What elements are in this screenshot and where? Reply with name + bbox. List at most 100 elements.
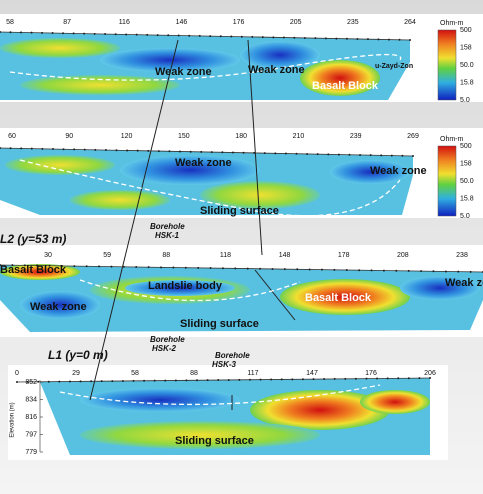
electrode — [60, 264, 63, 267]
x-tick-label: 205 — [290, 19, 302, 26]
borehole: HSK-2 — [152, 344, 177, 353]
electrode — [369, 154, 372, 157]
electrode — [26, 380, 29, 383]
electrode — [121, 379, 124, 382]
electrode — [122, 265, 125, 268]
x-tick-label: 117 — [247, 370, 258, 377]
electrode — [0, 264, 1, 266]
electrode — [271, 267, 274, 270]
y-axis-title: Elevation (m) — [10, 402, 16, 437]
electrode — [209, 35, 212, 38]
electrode — [380, 154, 383, 157]
electrode — [36, 264, 39, 267]
colorbar-unit: Ohm-m — [440, 20, 464, 27]
electrode — [348, 153, 351, 156]
electrode — [345, 37, 348, 40]
x-tick-label: 208 — [397, 252, 409, 259]
electrode — [409, 39, 411, 41]
electrode — [401, 154, 404, 157]
colorbar-unit: Ohm-m — [440, 136, 464, 143]
x-tick-label: 88 — [190, 370, 198, 377]
electrode — [217, 379, 220, 382]
electrode — [377, 38, 380, 41]
electrode — [283, 268, 286, 271]
electrode — [382, 269, 385, 272]
electrode — [62, 148, 65, 151]
label: Sliding surface — [200, 205, 279, 217]
x-tick-label: 30 — [44, 252, 52, 259]
electrode — [104, 33, 107, 36]
electrode — [0, 147, 1, 149]
electrode — [418, 377, 421, 380]
x-tick-label: 176 — [365, 370, 377, 377]
electrode — [48, 264, 51, 267]
label: Weak zone — [370, 165, 427, 177]
label: Basalt Block — [305, 292, 372, 304]
electrode — [94, 148, 97, 151]
colorbar-label: 158 — [460, 160, 472, 167]
electrode — [221, 151, 224, 154]
section-3 — [0, 264, 483, 332]
colorbar-label: 158 — [460, 44, 472, 51]
electrode — [93, 32, 96, 35]
electrode — [323, 378, 326, 381]
x-tick-label: 60 — [8, 133, 16, 140]
x-tick-label: 59 — [103, 252, 111, 259]
label: Basalt Block — [312, 80, 379, 92]
electrode — [9, 147, 12, 150]
electrode — [110, 265, 113, 268]
electrode — [209, 267, 212, 270]
electrode — [0, 31, 1, 33]
electrode — [345, 269, 348, 272]
electrode — [143, 379, 146, 382]
electrode — [206, 379, 209, 382]
electrode — [386, 377, 389, 380]
electrode — [177, 34, 180, 37]
x-tick-label: 180 — [235, 133, 247, 140]
surface — [16, 377, 431, 383]
electrode — [41, 31, 44, 34]
electrode — [100, 380, 103, 383]
electrode — [359, 153, 362, 156]
x-tick-label: 206 — [424, 370, 436, 377]
electrode — [354, 377, 357, 380]
electrode — [316, 153, 319, 156]
electrode — [457, 270, 460, 273]
electrode — [168, 150, 171, 153]
electrode — [227, 378, 230, 381]
electrode — [395, 269, 398, 272]
electrode — [20, 147, 23, 150]
electrode — [407, 377, 410, 380]
electrode — [356, 37, 359, 40]
electrode — [135, 265, 138, 268]
electrode — [125, 33, 128, 36]
electrode — [261, 36, 264, 39]
electrode — [376, 377, 379, 380]
electrode — [114, 33, 117, 36]
electrode — [115, 149, 118, 152]
electrode — [16, 381, 18, 383]
label: Sliding surface — [180, 318, 259, 330]
x-tick-label: 235 — [347, 19, 359, 26]
electrode — [23, 264, 26, 267]
x-tick-label: 29 — [72, 370, 80, 377]
x-tick-label: 58 — [131, 370, 139, 377]
electrode — [333, 377, 336, 380]
electrode — [240, 35, 243, 38]
electrode — [30, 31, 33, 34]
electrode — [238, 378, 241, 381]
electrode — [366, 38, 369, 41]
electrode — [291, 378, 294, 381]
borehole: Borehole — [150, 335, 185, 344]
electrode — [156, 34, 159, 37]
electrode — [62, 32, 65, 35]
electrode — [365, 377, 368, 380]
label: u-Zayd-Zon — [375, 63, 413, 70]
electrode — [234, 267, 237, 270]
surface — [0, 31, 411, 41]
x-tick-label: 87 — [63, 19, 71, 26]
electrode — [251, 35, 254, 38]
x-tick-label: 210 — [293, 133, 305, 140]
electrode — [185, 379, 188, 382]
